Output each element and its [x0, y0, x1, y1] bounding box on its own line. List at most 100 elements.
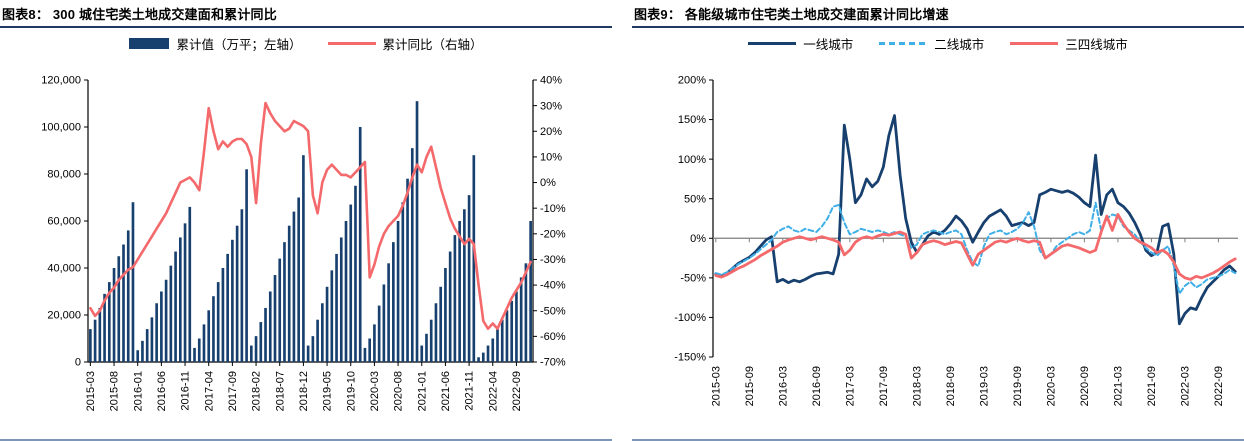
axis-tick-label: 2019-03: [979, 366, 991, 406]
bar: [302, 155, 305, 362]
axis-tick-label: 2022-03: [1180, 366, 1192, 406]
bar: [429, 319, 433, 362]
figure-8-legend: 累计值（万平；左轴） 累计同比（右轴）: [0, 28, 612, 58]
axis-tick-label: 2017-09: [227, 371, 239, 411]
axis-tick-label: 100%: [678, 154, 706, 166]
bar: [226, 253, 229, 362]
legend-label: 三四线城市: [1065, 37, 1128, 52]
figure-8-title: 图表8： 300 城住宅类土地成交建面和累计同比: [0, 0, 612, 28]
bar: [325, 286, 329, 362]
bar: [202, 324, 206, 362]
axis-tick-label: 10%: [540, 152, 562, 164]
legend-item: 累计值（万平；左轴）: [129, 34, 302, 53]
axis-tick-label: 20,000: [47, 310, 81, 322]
bar: [268, 291, 272, 362]
axis-tick-label: 0%: [690, 233, 706, 245]
bar: [486, 345, 490, 362]
legend-item: 二线城市: [879, 34, 984, 53]
axis-tick-label: 50%: [684, 193, 706, 205]
bar: [93, 319, 97, 362]
bar: [505, 310, 509, 362]
bar-series-cumulative-value: [89, 101, 532, 363]
bar: [415, 101, 419, 363]
axis-tick-label: 40,000: [47, 263, 81, 275]
axis-tick-label: 2016-01: [132, 371, 144, 411]
figure-8-chart: 120,000 100,000 80,000 60,000 40,000 20,000 0 4…: [41, 75, 566, 412]
axis-tick-label: 2018-02: [251, 371, 263, 411]
bar: [264, 307, 267, 362]
bar: [207, 310, 211, 362]
axis-tick-label: -100%: [674, 312, 706, 324]
legend-item: 一线城市: [748, 34, 853, 53]
bar: [249, 345, 253, 362]
line-series-tier3-4-cities: [714, 213, 1237, 281]
bar: [278, 258, 282, 362]
bar: [335, 253, 338, 362]
bar: [141, 340, 144, 362]
axis-tick-label: 2017-03: [844, 366, 856, 406]
bar: [136, 350, 140, 362]
bar: [363, 347, 367, 362]
figure-8: 图表8： 300 城住宅类土地成交建面和累计同比 累计值（万平；左轴） 累计同比（…: [0, 0, 612, 441]
legend-label: 累计同比（右轴）: [382, 37, 483, 52]
legend-bar-swatch: [129, 37, 170, 49]
axis-tick-label: 120,000: [41, 75, 81, 87]
bar: [117, 256, 121, 362]
bar: [212, 296, 215, 362]
bar: [420, 345, 424, 362]
bar: [178, 237, 182, 362]
legend-line-swatch: [1010, 41, 1059, 45]
bar: [193, 347, 196, 362]
bar: [160, 291, 163, 362]
bar: [529, 221, 532, 362]
bar: [472, 155, 476, 362]
bar: [112, 268, 116, 362]
bar: [164, 279, 168, 362]
bar: [330, 270, 334, 362]
axis-tick-label: 2016-09: [811, 366, 823, 406]
bar: [510, 300, 514, 362]
bar: [321, 303, 324, 362]
axis-tick-label: 0%: [540, 177, 556, 189]
axis-tick-label: 60,000: [47, 216, 81, 228]
bar: [396, 221, 400, 362]
line-series-cumulative-yoy: [89, 101, 532, 331]
bar: [254, 336, 258, 362]
legend-label: 累计值（万平；左轴）: [176, 37, 302, 52]
axis-tick-label: 2015-03: [710, 366, 722, 406]
axis-tick-label: -50%: [680, 272, 706, 284]
axis-tick-label: 2019-09: [1012, 366, 1024, 406]
bar: [122, 244, 125, 362]
bar: [500, 319, 504, 362]
axis-tick-label: 2016-03: [777, 366, 789, 406]
axis-tick-label: 2019-10: [345, 371, 357, 411]
bar: [316, 319, 319, 362]
legend-line-swatch: [748, 41, 797, 45]
axis-tick-label: 200%: [678, 75, 706, 87]
bar: [392, 242, 395, 362]
axis-tick-label: -30%: [540, 254, 566, 266]
bar: [311, 336, 315, 362]
legend-item: 累计同比（右轴）: [327, 34, 483, 53]
figure-9-chart: 200% 150% 100% 50% 0% -50% -100% -150% 2015-03 20…: [674, 75, 1238, 406]
axis-tick-label: -50%: [540, 305, 566, 317]
bar: [349, 204, 353, 362]
bar: [197, 338, 201, 362]
bar: [188, 206, 192, 362]
bar: [496, 329, 499, 362]
bar: [444, 268, 447, 362]
bar: [410, 148, 414, 362]
axis-tick-label: 2018-12: [298, 371, 310, 411]
axis-tick-label: -40%: [540, 280, 566, 292]
axis-tick-label: 2017-09: [878, 366, 890, 406]
bar: [377, 305, 381, 362]
axis-tick-label: 2021-09: [1146, 366, 1158, 406]
legend-label: 二线城市: [934, 37, 985, 52]
bar: [448, 251, 452, 362]
bar: [401, 202, 405, 362]
legend-item: 三四线城市: [1010, 34, 1128, 53]
axis-tick-label: 0: [75, 357, 81, 369]
axis-tick-label: 2015-08: [109, 371, 121, 411]
axis-tick-label: 2018-07: [274, 371, 286, 411]
